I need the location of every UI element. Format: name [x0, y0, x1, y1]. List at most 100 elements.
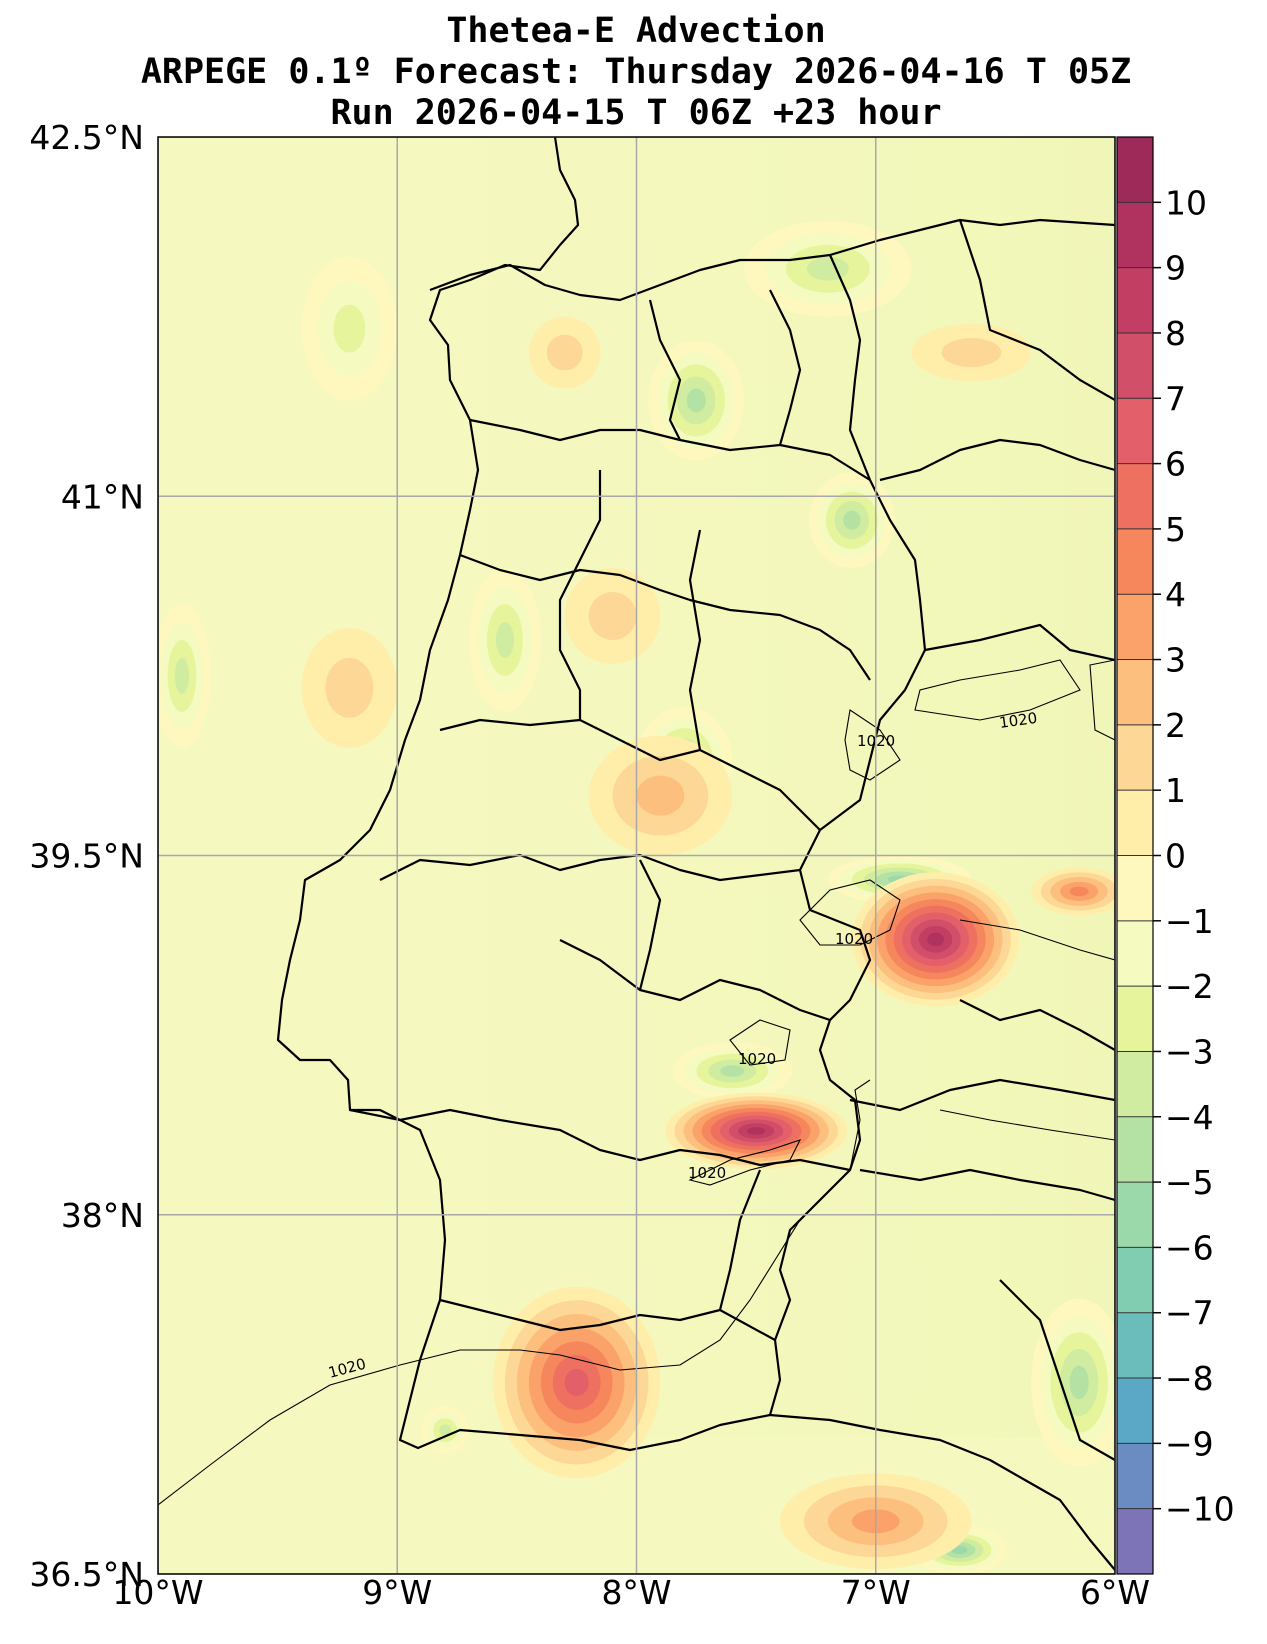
border-spain-north: [429, 218, 1115, 302]
district-border-12: [638, 859, 662, 991]
warm-advection-blob-6-band-2: [941, 338, 1002, 367]
theta-e-advection-field: [158, 220, 1115, 1574]
spain-internal-border-7: [959, 999, 1115, 1051]
district-border-8: [648, 299, 682, 441]
colorbar-band-13: [1117, 659, 1153, 726]
warm-advection-blob-3-band-3: [636, 775, 685, 816]
x-tick-label-1: 9°W: [362, 1573, 432, 1612]
x-tick-label-2: 8°W: [601, 1573, 671, 1612]
isobar-1020-east-3: [959, 919, 1115, 961]
cool-advection-blob-2-band-5: [843, 510, 861, 530]
title-line-1: Thetea-E Advection: [446, 11, 825, 51]
isobar-1020-southeast: [939, 1109, 1115, 1141]
colorbar-band-5: [1117, 1182, 1153, 1248]
cool-advection-blob-10-band-6: [951, 1546, 968, 1555]
y-tick-label-3: 38°N: [61, 1196, 144, 1235]
colorbar-band-4: [1117, 1247, 1153, 1314]
district-border-1: [469, 418, 871, 481]
colorbar-tick-label-7: 3: [1165, 641, 1186, 680]
isobar-labels: 1020 1020 1020 1020 1020 1020: [326, 709, 1038, 1382]
spain-internal-border-2: [879, 438, 1115, 482]
x-tick-label-0: 10°W: [112, 1573, 203, 1612]
cool-advection-blob-0-band-4: [806, 256, 849, 281]
colorbar-band-8: [1117, 986, 1153, 1052]
district-border-9: [769, 289, 802, 446]
x-axis-ticks: 10°W 9°W 8°W 7°W 6°W: [112, 1573, 1150, 1612]
colorbar-band-1: [1117, 1443, 1153, 1510]
colorbar-band-3: [1117, 1312, 1153, 1379]
coastline-west: [276, 137, 1115, 1571]
colorbar-band-17: [1117, 398, 1153, 465]
colorbar-tick-label-2: 8: [1165, 314, 1186, 353]
colorbar-band-21: [1117, 137, 1153, 203]
title-line-2: ARPEGE 0.1º Forecast: Thursday 2026-04-1…: [141, 52, 1131, 92]
y-axis-ticks: 42.5°N 41°N 39.5°N 38°N 36.5°N: [29, 118, 144, 1594]
map-panel: 1020 1020 1020 1020 1020 1020: [158, 137, 1115, 1574]
district-border-13: [718, 1169, 762, 1311]
warm-advection-blob-8-band-2: [325, 657, 374, 718]
isobar-1020-ribbon: [688, 1139, 802, 1186]
spain-internal-border-3: [849, 1078, 1115, 1112]
warm-advection-blob-0-band-10: [927, 932, 944, 947]
y-tick-label-1: 41°N: [61, 477, 144, 516]
warm-advection-blob-2-band-7: [564, 1368, 589, 1397]
colorbar-band-14: [1117, 594, 1153, 661]
colorbar-tick-label-9: 1: [1165, 771, 1186, 810]
district-border-6: [349, 1108, 851, 1172]
gridlines: [158, 137, 1115, 1574]
cool-advection-blob-1-band-5: [686, 388, 706, 413]
colorbar-band-15: [1117, 528, 1153, 595]
warm-advection-blob-9-band-2: [588, 592, 637, 640]
cool-advection-blob-7-band-3: [333, 304, 366, 353]
x-tick-label-3: 7°W: [841, 1573, 911, 1612]
isobar-1020-east: [914, 659, 1081, 721]
colorbar-band-2: [1117, 1378, 1153, 1444]
colorbar-band-9: [1117, 920, 1153, 987]
spain-internal-border-4: [859, 1168, 1115, 1202]
colorbar-tick-label-16: −6: [1165, 1228, 1214, 1267]
isobar-1020-mid: [799, 879, 901, 946]
cool-advection-blob-11-band-4: [439, 1424, 452, 1437]
title-line-3: Run 2026-04-15 T 06Z +23 hour: [330, 93, 941, 133]
colorbar-tick-label-4: 6: [1165, 445, 1186, 484]
cool-advection-blob-9-band-5: [1069, 1365, 1089, 1400]
colorbar-band-6: [1117, 1116, 1153, 1183]
colorbar-tick-label-14: −4: [1165, 1098, 1214, 1137]
colorbar-tick-label-15: −5: [1165, 1163, 1214, 1202]
district-border-4: [379, 853, 801, 882]
y-tick-label-4: 36.5°N: [29, 1555, 144, 1594]
district-border-11: [688, 529, 702, 751]
spain-internal-border-5: [958, 219, 1115, 401]
colorbar-band-20: [1117, 202, 1153, 269]
colorbar-tick-label-19: −9: [1165, 1424, 1214, 1463]
colorbar-band-7: [1117, 1051, 1153, 1118]
district-border-3: [439, 718, 821, 831]
warm-advection-blob-1-band-10: [747, 1127, 766, 1135]
district-border-10: [558, 470, 602, 720]
spain-internal-border-6: [999, 1279, 1115, 1461]
isobar-label-6: 1020: [688, 1164, 726, 1182]
district-border-7: [439, 1298, 776, 1341]
colorbar-tick-label-1: 9: [1165, 249, 1186, 288]
isobars: [158, 659, 1115, 1506]
colorbar-tick-label-6: 4: [1165, 575, 1186, 614]
isobar-label-3: 1020: [998, 709, 1038, 732]
cool-advection-blob-6-band-5: [720, 1065, 745, 1077]
colorbar-band-19: [1117, 267, 1153, 334]
map-frame: [157, 136, 1116, 1575]
colorbar-tick-label-3: 7: [1165, 379, 1186, 418]
colorbar-tick-label-12: −2: [1165, 967, 1214, 1006]
district-border-2: [459, 553, 871, 681]
colorbar-band-11: [1117, 790, 1153, 856]
y-tick-label-2: 39.5°N: [29, 837, 144, 876]
cool-advection-blob-8-band-4: [174, 657, 190, 694]
colorbar-band-16: [1117, 463, 1153, 530]
colorbar-tick-label-13: −3: [1165, 1032, 1214, 1071]
isobar-label-5: 1020: [738, 1050, 776, 1068]
colorbar-band-12: [1117, 724, 1153, 791]
colorbar-tick-label-11: −1: [1165, 902, 1214, 941]
isobar-label-4: 1020: [835, 930, 873, 948]
district-border-5: [559, 939, 831, 1022]
colorbar-tick-label-20: −10: [1165, 1490, 1235, 1529]
